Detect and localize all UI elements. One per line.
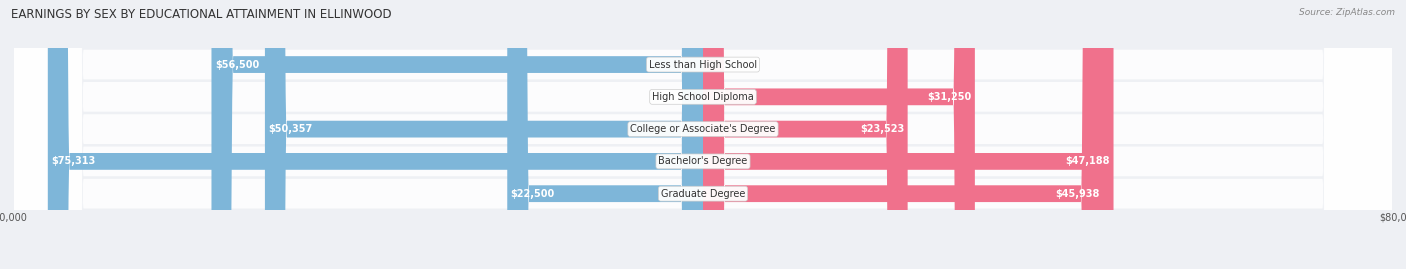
Text: EARNINGS BY SEX BY EDUCATIONAL ATTAINMENT IN ELLINWOOD: EARNINGS BY SEX BY EDUCATIONAL ATTAINMEN… [11,8,392,21]
FancyBboxPatch shape [14,0,1392,269]
Text: $47,188: $47,188 [1066,156,1111,167]
FancyBboxPatch shape [48,0,703,269]
Text: $75,313: $75,313 [51,156,96,167]
Text: $0: $0 [709,59,721,70]
Text: Less than High School: Less than High School [650,59,756,70]
Text: Graduate Degree: Graduate Degree [661,189,745,199]
FancyBboxPatch shape [703,0,974,269]
Text: College or Associate's Degree: College or Associate's Degree [630,124,776,134]
Text: High School Diploma: High School Diploma [652,92,754,102]
Text: $0: $0 [685,92,697,102]
Text: $45,938: $45,938 [1054,189,1099,199]
FancyBboxPatch shape [703,0,1114,269]
Text: $23,523: $23,523 [860,124,904,134]
Text: $22,500: $22,500 [510,189,555,199]
FancyBboxPatch shape [508,0,703,269]
FancyBboxPatch shape [14,0,1392,269]
FancyBboxPatch shape [264,0,703,269]
Text: $50,357: $50,357 [269,124,312,134]
Text: Source: ZipAtlas.com: Source: ZipAtlas.com [1299,8,1395,17]
FancyBboxPatch shape [703,0,1102,269]
FancyBboxPatch shape [14,0,1392,269]
FancyBboxPatch shape [14,0,1392,269]
Text: $31,250: $31,250 [927,92,972,102]
FancyBboxPatch shape [703,0,908,269]
Text: Bachelor's Degree: Bachelor's Degree [658,156,748,167]
Text: $56,500: $56,500 [215,59,259,70]
FancyBboxPatch shape [211,0,703,269]
FancyBboxPatch shape [14,0,1392,269]
